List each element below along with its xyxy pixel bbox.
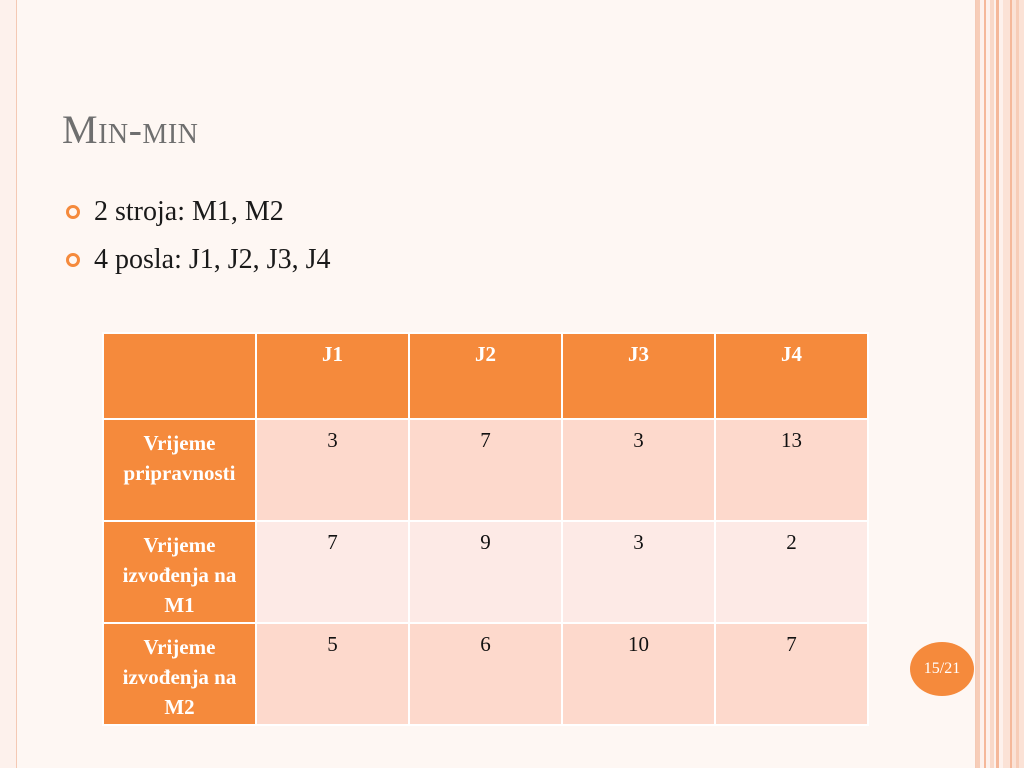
row-header: Vrijeme izvođenja na M1 [102, 520, 257, 624]
table-cell: 2 [714, 520, 869, 624]
decorative-stripe [996, 0, 999, 768]
column-header-j2: J2 [408, 332, 563, 420]
bullet-circle-icon [66, 253, 80, 267]
column-header-j1: J1 [255, 332, 410, 420]
decorative-stripe [984, 0, 986, 768]
slide-title: Min-min [62, 107, 199, 152]
table-cell: 10 [561, 622, 716, 726]
table-row: Vrijeme izvođenja na M2 5 6 10 7 [102, 622, 869, 726]
table-cell: 5 [255, 622, 410, 726]
column-header-j3: J3 [561, 332, 716, 420]
table-cell: 6 [408, 622, 563, 726]
table-row: Vrijeme izvođenja na M1 7 9 3 2 [102, 520, 869, 624]
table-cell: 3 [561, 520, 716, 624]
row-header: Vrijeme pripravnosti [102, 418, 257, 522]
table-header-row: J1 J2 J3 J4 [102, 332, 869, 420]
table-corner-cell [102, 332, 257, 420]
bullet-item: 2 stroja: M1, M2 [64, 188, 330, 236]
column-header-j4: J4 [714, 332, 869, 420]
page-number-badge: 15/21 [910, 642, 974, 696]
decorative-stripe [976, 0, 980, 768]
decorative-stripe [1016, 0, 1019, 768]
bullet-text: 4 posla: J1, J2, J3, J4 [94, 244, 331, 275]
bullet-text: 2 stroja: M1, M2 [94, 196, 284, 227]
table-cell: 3 [561, 418, 716, 522]
table-cell: 9 [408, 520, 563, 624]
decorative-stripe [1010, 0, 1012, 768]
table-cell: 3 [255, 418, 410, 522]
table-cell: 7 [714, 622, 869, 726]
data-table: J1 J2 J3 J4 Vrijeme pripravnosti 3 7 3 1… [102, 332, 869, 726]
bullet-list: 2 stroja: M1, M2 4 posla: J1, J2, J3, J4 [64, 188, 330, 284]
table-cell: 7 [255, 520, 410, 624]
bullet-circle-icon [66, 205, 80, 219]
bullet-item: 4 posla: J1, J2, J3, J4 [64, 236, 330, 284]
row-header: Vrijeme izvođenja na M2 [102, 622, 257, 726]
decorative-stripe [990, 0, 994, 768]
table-cell: 7 [408, 418, 563, 522]
table-row: Vrijeme pripravnosti 3 7 3 13 [102, 418, 869, 522]
decorative-stripe [1003, 0, 1024, 768]
table-cell: 13 [714, 418, 869, 522]
